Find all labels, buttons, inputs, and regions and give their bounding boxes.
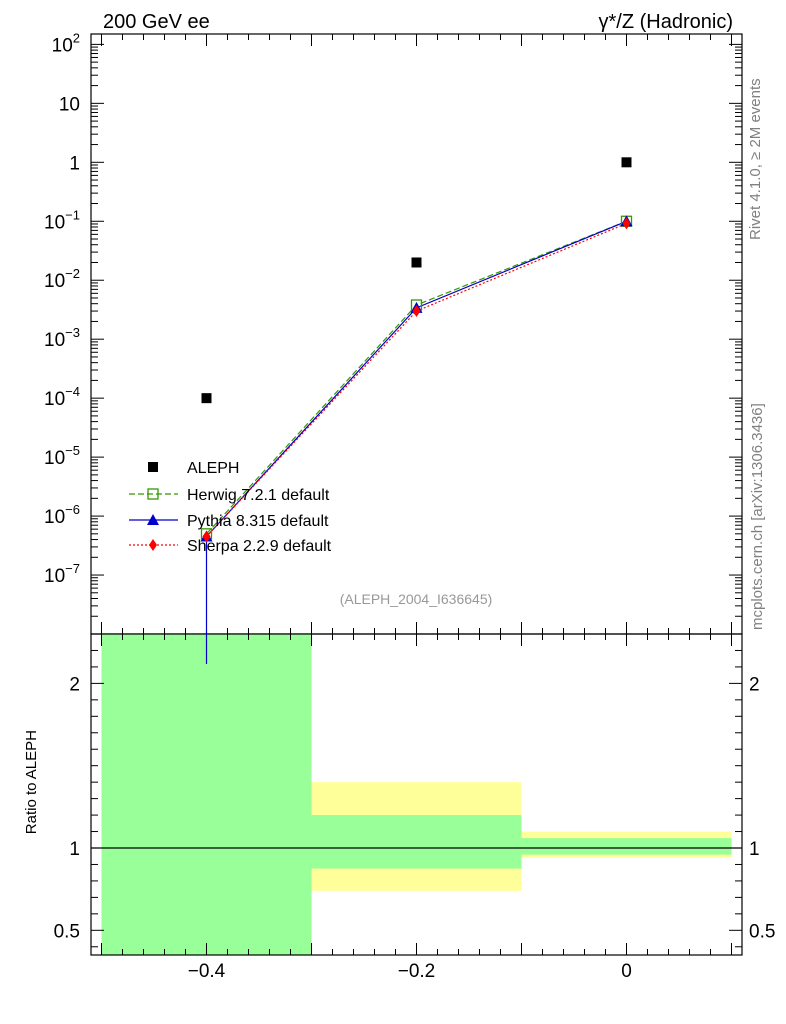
data-point-3 [412, 305, 421, 318]
data-point-3 [202, 530, 211, 543]
ratio-y-tick-label-left: 2 [69, 674, 80, 695]
rivet-version-label: Rivet 4.1.0, ≥ 2M events [747, 78, 764, 240]
ratio-y-tick-label-right: 2 [749, 674, 760, 695]
legend-marker-2 [147, 514, 159, 525]
y-tick-label: 10−5 [44, 443, 80, 469]
ratio-green-band-1 [311, 815, 522, 869]
y-tick-label: 10−4 [44, 384, 80, 410]
data-point-0 [621, 157, 632, 168]
main-plot-panel: 102 10 1 10−1 10−2 10−3 10−4 10−5 10−6 10−7 (ALEPH… [44, 30, 743, 635]
x-tick-label: 0 [621, 961, 632, 982]
legend-marker-1 [147, 488, 159, 500]
y-tick-label: 10−7 [44, 561, 80, 587]
ratio-y-tick-label-right: 1 [749, 839, 760, 860]
y-tick-label: 10−1 [44, 207, 80, 233]
y-tick-label: 102 [52, 30, 80, 56]
chart-title-left: 200 GeV ee [103, 11, 210, 33]
legend-marker-0 [148, 462, 158, 472]
y-tick-label: 10−2 [44, 266, 80, 292]
legend-label-0: ALEPH [187, 460, 239, 477]
ratio-green-band-2 [521, 838, 732, 855]
y-tick-label: 10−3 [44, 325, 80, 351]
ratio-y-tick-label-right: 0.5 [749, 921, 775, 942]
ratio-green-band-0 [101, 634, 312, 955]
y-tick-label: 10−6 [44, 502, 80, 528]
y-tick-label: 1 [69, 153, 80, 174]
chart-title-right: γ*/Z (Hadronic) [599, 11, 733, 33]
ratio-y-tick-label-left: 1 [69, 839, 80, 860]
legend-label-3: Sherpa 2.2.9 default [187, 538, 332, 555]
x-tick-label: −0.2 [398, 961, 436, 982]
legend-label-2: Pythia 8.315 default [187, 513, 329, 530]
data-point-0 [411, 257, 422, 268]
ratio-y-tick-label-left: 0.5 [54, 921, 80, 942]
y-tick-label: 10 [59, 94, 80, 115]
legend: ALEPH Herwig 7.2.1 default Pythia 8.315 de… [129, 460, 332, 555]
ratio-plot-panel: −0.4 −0.2 0 2 2 1 1 0.5 0.5 Ratio to ALEPH [23, 633, 775, 982]
ratio-y-axis-label: Ratio to ALEPH [23, 730, 40, 834]
legend-label-1: Herwig 7.2.1 default [187, 487, 330, 504]
mcplots-credit-label: mcplots.cern.ch [arXiv:1306.3436] [749, 403, 766, 630]
data-point-0 [201, 393, 212, 404]
legend-marker-3 [149, 539, 157, 551]
data-point-3 [622, 217, 631, 230]
x-tick-label: −0.4 [188, 961, 226, 982]
analysis-id-watermark: (ALEPH_2004_I636645) [340, 591, 493, 607]
